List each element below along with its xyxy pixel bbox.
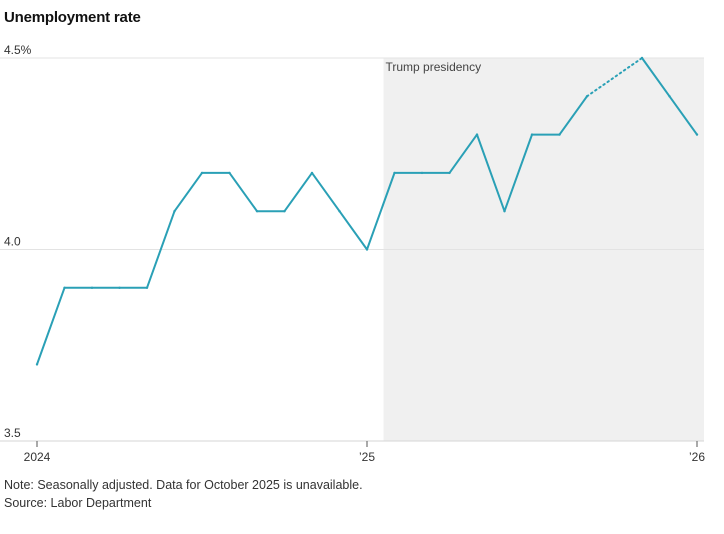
- series-layer: [35, 56, 699, 366]
- y-tick-label-0: 3.5: [4, 426, 21, 440]
- tick-layer: 3.5 4.0 4.5% 2024 ’25 ’26: [4, 43, 705, 464]
- data-point-23: [668, 95, 671, 98]
- data-point-13: [393, 171, 396, 175]
- data-point-19: [558, 133, 561, 136]
- data-point-17: [503, 210, 506, 213]
- data-point-14: [420, 171, 424, 175]
- data-point-1: [63, 286, 66, 289]
- x-tick-label-2: ’26: [689, 450, 705, 464]
- data-point-6: [200, 171, 204, 175]
- data-point-24: [695, 133, 699, 136]
- data-point-0: [35, 363, 39, 366]
- data-point-4: [145, 286, 149, 289]
- x-tick-label-1: ’25: [359, 450, 375, 464]
- y-tick-label-1: 4.0: [4, 235, 21, 249]
- data-point-2: [90, 286, 94, 289]
- data-point-12: [365, 248, 369, 251]
- gridline-layer: [0, 57, 704, 442]
- data-point-7: [228, 171, 231, 175]
- chart-note: Note: Seasonally adjusted. Data for Octo…: [4, 478, 363, 492]
- data-point-10: [310, 171, 314, 175]
- footnotes: Note: Seasonally adjusted. Data for Octo…: [4, 476, 363, 512]
- data-point-5: [173, 210, 176, 213]
- data-point-8: [255, 210, 259, 213]
- data-point-20: [585, 95, 589, 98]
- chart-source: Source: Labor Department: [4, 496, 152, 510]
- region-label-0: Trump presidency: [386, 60, 482, 74]
- data-point-16: [475, 133, 479, 136]
- chart-title: Unemployment rate: [4, 9, 141, 26]
- data-point-11: [338, 210, 341, 213]
- data-point-15: [448, 171, 451, 175]
- data-point-18: [530, 133, 534, 136]
- data-point-9: [283, 210, 286, 213]
- y-tick-label-2: 4.5%: [4, 43, 32, 57]
- data-point-22: [640, 56, 644, 60]
- series-gap-dotted-0-0: [586, 57, 643, 98]
- label-layer: Trump presidency: [386, 60, 482, 74]
- x-tick-label-0: 2024: [24, 450, 51, 464]
- data-point-3: [118, 286, 121, 289]
